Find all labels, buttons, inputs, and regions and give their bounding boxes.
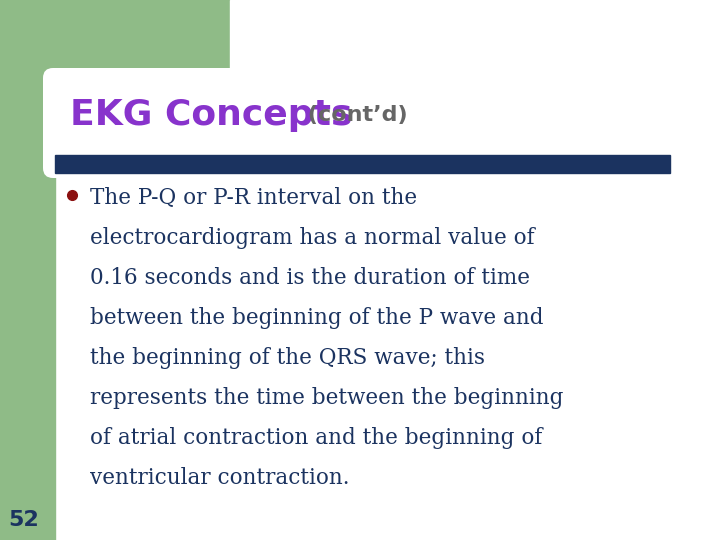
Text: 52: 52 xyxy=(8,510,39,530)
FancyBboxPatch shape xyxy=(43,68,720,178)
Bar xyxy=(230,0,720,90)
Text: represents the time between the beginning: represents the time between the beginnin… xyxy=(90,387,564,409)
Text: ventricular contraction.: ventricular contraction. xyxy=(90,467,349,489)
Bar xyxy=(0,0,230,90)
Bar xyxy=(55,155,670,173)
Text: 0.16 seconds and is the duration of time: 0.16 seconds and is the duration of time xyxy=(90,267,530,289)
Text: electrocardiogram has a normal value of: electrocardiogram has a normal value of xyxy=(90,227,535,249)
Text: EKG Concepts: EKG Concepts xyxy=(70,98,353,132)
Bar xyxy=(0,0,55,540)
Text: The P-Q or P-R interval on the: The P-Q or P-R interval on the xyxy=(90,187,417,209)
Text: (cont’d): (cont’d) xyxy=(300,105,408,125)
Text: the beginning of the QRS wave; this: the beginning of the QRS wave; this xyxy=(90,347,485,369)
Text: of atrial contraction and the beginning of: of atrial contraction and the beginning … xyxy=(90,427,542,449)
Text: between the beginning of the P wave and: between the beginning of the P wave and xyxy=(90,307,544,329)
